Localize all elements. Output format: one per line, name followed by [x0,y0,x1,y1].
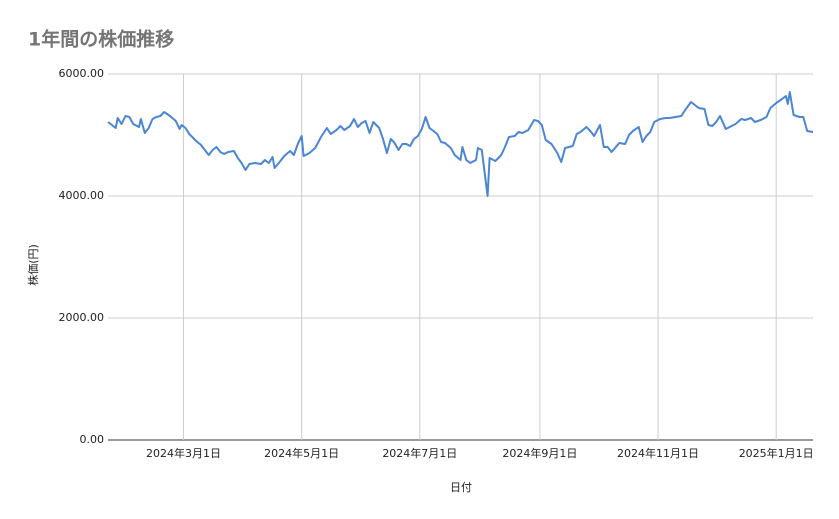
data-line [107,91,814,197]
x-tick-label: 2024年9月1日 [502,446,577,460]
x-tick-label: 2024年5月1日 [264,446,339,460]
x-tick-label: 2024年7月1日 [382,446,457,460]
x-axis-label: 日付 [450,481,472,494]
x-tick-label: 2025年1月1日 [739,446,814,460]
chart-title: 1年間の株価推移 [28,28,174,51]
x-tick-label: 2024年11月1日 [617,446,699,460]
y-tick-label: 2000.00 [59,311,105,324]
y-tick-label: 0.00 [80,433,105,446]
y-tick-label: 6000.00 [59,67,105,80]
y-axis-label: 株価(円) [26,244,40,286]
x-tick-label: 2024年3月1日 [146,446,221,460]
y-tick-label: 4000.00 [59,189,105,202]
